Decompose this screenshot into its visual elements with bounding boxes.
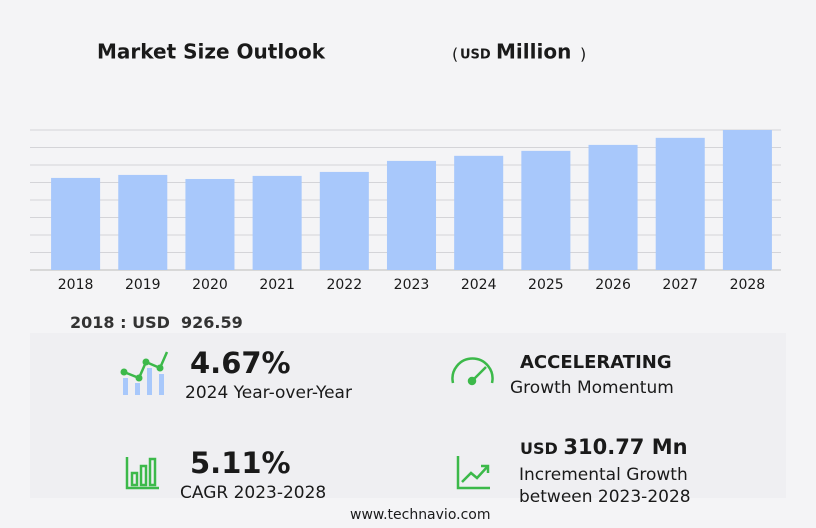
incremental-period: between 2023-2028 bbox=[519, 487, 691, 507]
x-tick-label: 2025 bbox=[528, 277, 564, 293]
bar bbox=[252, 175, 302, 270]
base-year: 2018 : USD bbox=[70, 313, 170, 332]
x-tick-label: 2023 bbox=[394, 277, 430, 293]
bar bbox=[386, 160, 437, 270]
cagr-value: 5.11% bbox=[190, 446, 291, 480]
bar bbox=[454, 155, 504, 270]
bar bbox=[51, 177, 101, 270]
yoy-label: 2024 Year-over-Year bbox=[185, 383, 352, 403]
bar bbox=[655, 137, 705, 270]
incremental-currency: USD bbox=[520, 439, 558, 458]
x-tick-label: 2028 bbox=[730, 277, 766, 293]
base-value: 926.59 bbox=[181, 313, 243, 332]
cagr-icon bbox=[125, 457, 159, 490]
title-unit: Million bbox=[496, 40, 571, 64]
yoy-value: 4.67% bbox=[190, 346, 291, 380]
x-tick-label: 2019 bbox=[125, 277, 161, 293]
incremental-amount: 310.77 Mn bbox=[563, 435, 688, 459]
chart: Market Size Outlook ( USD Million ) 2018… bbox=[30, 40, 781, 293]
cagr-label: CAGR 2023-2028 bbox=[180, 483, 327, 503]
incremental-label: Incremental Growth bbox=[519, 465, 688, 485]
x-tick-label: 2021 bbox=[259, 277, 295, 293]
momentum-label: Growth Momentum bbox=[510, 378, 674, 398]
title-paren: ( bbox=[452, 45, 458, 64]
x-tick-label: 2026 bbox=[595, 277, 631, 293]
chart-title: Market Size Outlook bbox=[97, 40, 326, 64]
title-paren: ) bbox=[580, 45, 586, 64]
yoy-icon bbox=[120, 351, 169, 395]
bar bbox=[185, 178, 235, 270]
bar bbox=[588, 144, 638, 270]
footer: www.technavio.com bbox=[350, 507, 491, 523]
x-tick-label: 2024 bbox=[461, 277, 497, 293]
x-tick-label: 2022 bbox=[326, 277, 362, 293]
incremental-value: USD 310.77 Mn bbox=[520, 435, 688, 459]
bar bbox=[722, 130, 772, 270]
x-tick-label: 2018 bbox=[58, 277, 94, 293]
incremental-icon bbox=[456, 456, 490, 490]
momentum-value: ACCELERATING bbox=[520, 352, 672, 373]
bar bbox=[319, 171, 369, 270]
bar bbox=[118, 174, 168, 270]
title-currency: USD bbox=[460, 48, 491, 63]
x-tick-label: 2020 bbox=[192, 277, 228, 293]
x-tick-label: 2027 bbox=[662, 277, 698, 293]
bar bbox=[521, 150, 571, 270]
momentum-icon bbox=[451, 357, 494, 386]
base-label: 2018 : USD 926.59 bbox=[70, 313, 243, 332]
